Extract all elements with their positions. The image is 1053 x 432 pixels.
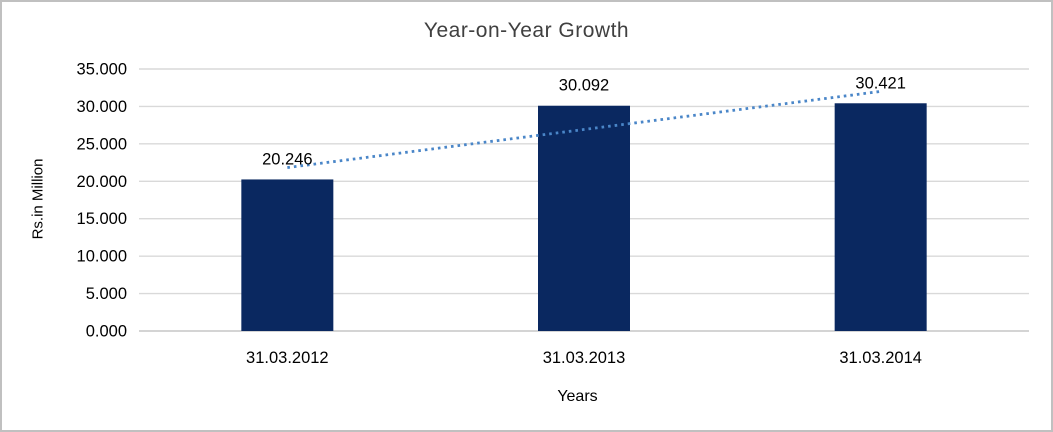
x-axis-title: Years (557, 388, 598, 405)
data-label: 30.421 (855, 74, 905, 92)
y-tick-label: 5.000 (86, 285, 127, 303)
y-tick-label: 30.000 (77, 98, 127, 116)
y-tick-label: 10.000 (77, 248, 127, 266)
x-tick-label: 31.03.2012 (246, 349, 329, 367)
bar-31.03.2013 (538, 105, 630, 331)
data-label: 20.246 (262, 150, 312, 168)
y-tick-label: 15.000 (77, 210, 127, 228)
bar-31.03.2012 (241, 179, 334, 331)
y-tick-label: 20.000 (77, 173, 127, 191)
chart-title: Year-on-Year Growth (423, 19, 630, 42)
data-label: 30.092 (559, 77, 609, 95)
bar-31.03.2014 (834, 103, 927, 331)
x-tick-label: 31.03.2013 (543, 349, 626, 367)
trendline (287, 90, 881, 169)
y-tick-label: 35.000 (77, 61, 127, 79)
x-tick-label: 31.03.2014 (839, 349, 922, 367)
y-tick-label: 0.000 (86, 323, 127, 341)
y-tick-label: 25.000 (77, 135, 127, 153)
